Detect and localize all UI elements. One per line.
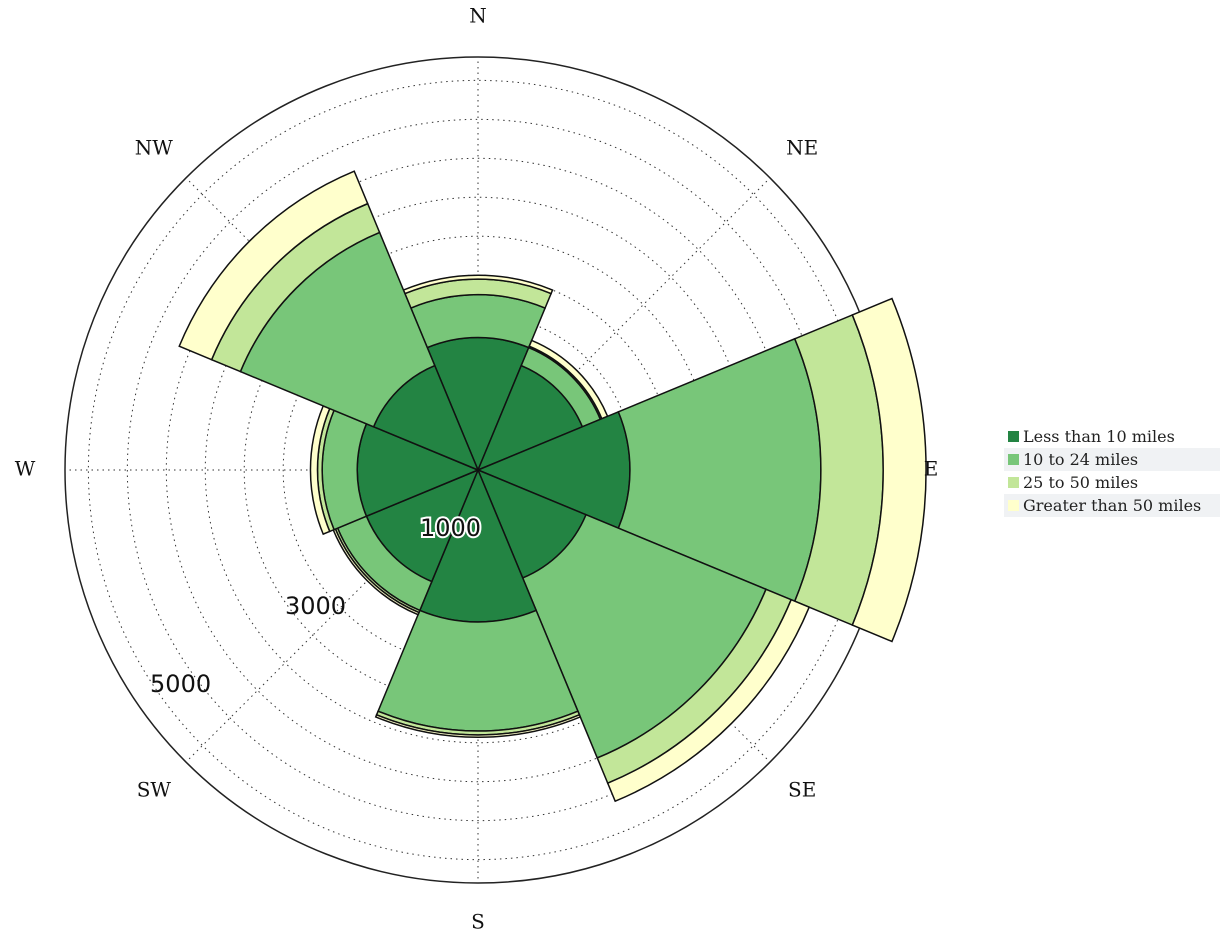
wedge-e-series-3 [851, 297, 927, 643]
radial-tick-label: 5000 [150, 670, 211, 698]
wedge-s-series-3 [374, 713, 582, 739]
radial-tick-label: 1000 [420, 514, 481, 542]
legend-label: 25 to 50 miles [1023, 473, 1139, 492]
wedge-se-series-3 [606, 598, 811, 803]
direction-label-nw: NW [135, 135, 174, 159]
direction-label-e: E [924, 457, 939, 481]
direction-label-w: W [15, 457, 36, 481]
legend-swatch [1008, 477, 1019, 488]
direction-label-ne: NE [786, 135, 818, 159]
legend-item-25-to-50: 25 to 50 miles [1004, 471, 1220, 494]
direction-label-n: N [469, 4, 487, 28]
legend: Less than 10 miles 10 to 24 miles 25 to … [1004, 425, 1220, 517]
axis-labels: N NE E SE S SW W NW 1000 3000 5000 [15, 4, 939, 934]
radial-tick-label: 3000 [285, 592, 346, 620]
direction-label-sw: SW [137, 778, 172, 802]
legend-swatch [1008, 454, 1019, 465]
wedges [178, 170, 927, 803]
direction-label-se: SE [788, 778, 816, 802]
legend-label: Greater than 50 miles [1023, 496, 1202, 515]
legend-swatch [1008, 500, 1019, 511]
legend-item-10-to-24: 10 to 24 miles [1004, 448, 1220, 471]
legend-label: Less than 10 miles [1023, 427, 1175, 446]
wedge-nw-series-3 [178, 170, 369, 361]
direction-label-s: S [471, 910, 485, 934]
wedge-n-series-3 [402, 274, 554, 295]
legend-item-less-than-10: Less than 10 miles [1004, 425, 1220, 448]
legend-swatch [1008, 431, 1019, 442]
legend-item-greater-than-50: Greater than 50 miles [1004, 494, 1220, 517]
legend-label: 10 to 24 miles [1023, 450, 1139, 469]
